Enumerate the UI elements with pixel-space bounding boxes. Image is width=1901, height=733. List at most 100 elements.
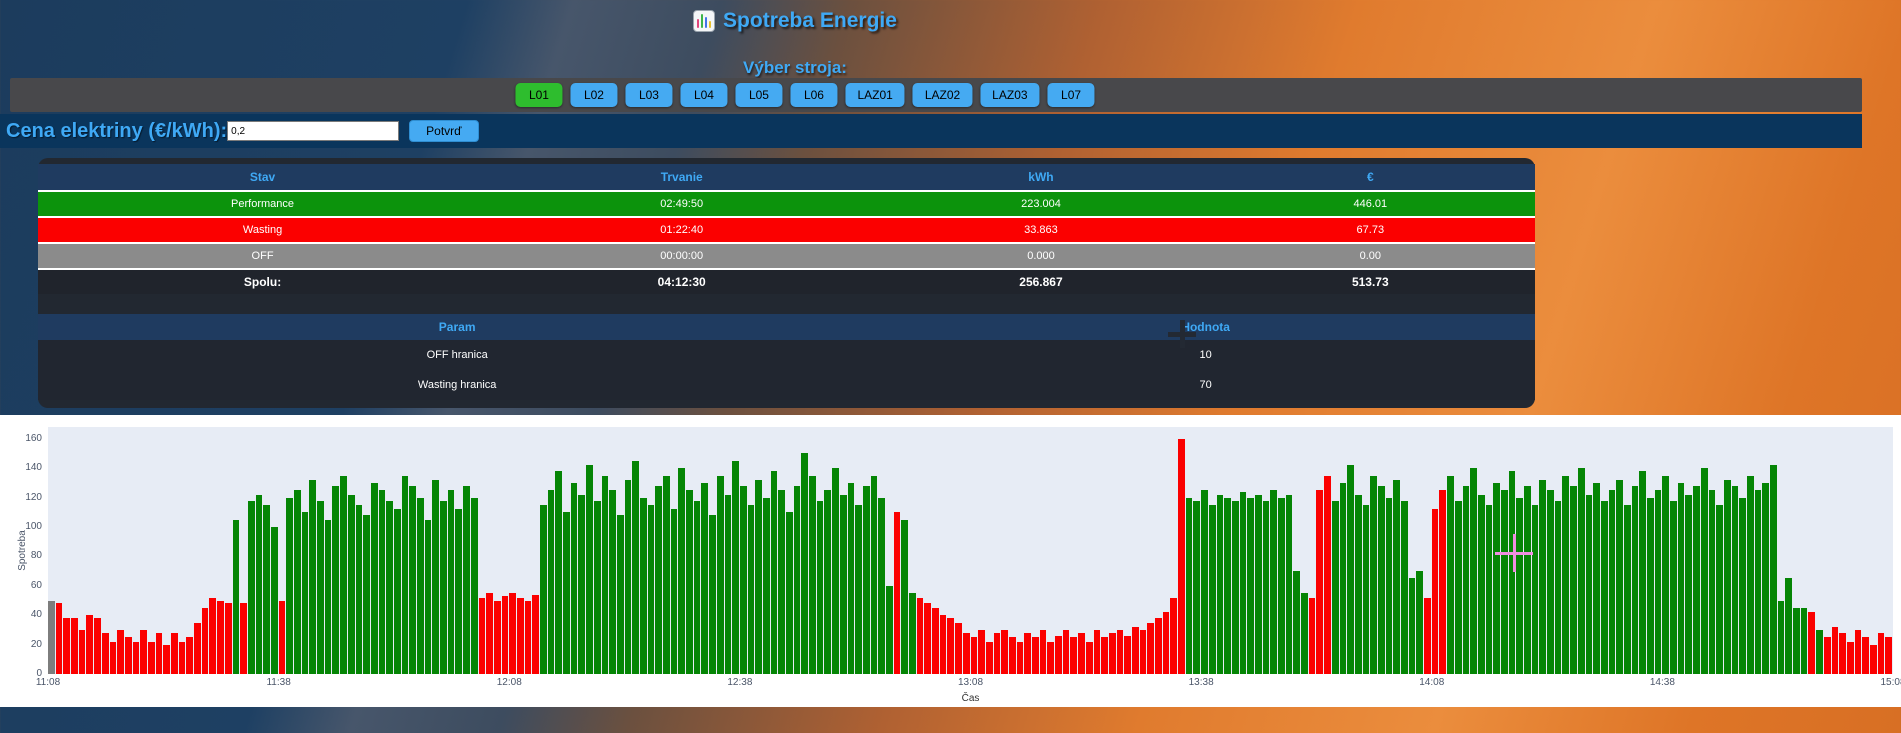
confirm-button[interactable]: Potvrď [409,120,479,142]
status-row-total: Spolu: 04:12:30 256.867 513.73 [38,268,1535,294]
chart-bar [1408,578,1416,674]
chart-bar [762,497,770,674]
table-cell: 00:00:00 [660,250,704,262]
table-cell: 0.000 [1027,250,1055,262]
chart-bar [117,629,124,674]
machine-button-l06[interactable]: L06 [790,83,838,107]
status-row-performance: Performance 02:49:50 223.004 446.01 [38,190,1535,216]
machine-button-l04[interactable]: L04 [680,83,728,107]
machine-button-l07[interactable]: L07 [1047,83,1095,107]
table-cell: 513.73 [1351,275,1389,289]
chart-bar [962,632,970,674]
icon-bar-pink [697,19,700,28]
chart-bar [1278,497,1285,674]
chart-bar [1793,607,1800,674]
chart-bar [1347,465,1354,674]
x-tick-label: 13:38 [1188,677,1214,688]
chart-bar [1139,629,1147,674]
chart-bar [486,593,493,674]
chart-bar [1385,497,1393,674]
chart-bar [839,494,847,674]
chart-bar [547,490,555,674]
y-tick-label: 0 [36,668,42,679]
chart-bar [1700,468,1708,674]
chart-bar [1024,632,1031,674]
chart-bar [1193,500,1201,674]
chart-bar [124,637,132,674]
chart-bar [1270,490,1277,674]
chart-bar [1516,497,1523,674]
chart-bar [1647,497,1654,674]
table-cell: OFF [251,250,274,262]
chart-bar [470,497,478,674]
machine-button-l02[interactable]: L02 [570,83,618,107]
chart-bar [209,597,217,674]
machine-button-laz03[interactable]: LAZ03 [980,83,1040,107]
chart-bar [1493,482,1500,674]
chart-bar [194,622,201,674]
chart-bar [655,485,662,674]
machine-button-l03[interactable]: L03 [625,83,673,107]
chart-bar [340,475,347,674]
chart-bar [540,504,547,674]
table-cell: 256.867 [1019,275,1063,289]
machine-button-laz02[interactable]: LAZ02 [912,83,973,107]
y-tick-label: 60 [30,579,42,591]
page-header: Spotreba Energie [0,8,1590,34]
y-tick-label: 40 [30,609,42,621]
table-cell: Param [438,320,476,334]
chart-bar [432,479,440,674]
chart-bar [1393,479,1400,674]
chart-bar [947,618,955,674]
bar-chart-icon [693,10,716,32]
chart-bar [263,504,270,674]
chart-bar [770,471,778,674]
chart-bar [701,482,709,674]
chart-bar [1639,471,1646,674]
chart-bar [1754,490,1762,674]
x-tick-label: 15:08 [1880,677,1901,688]
param-table-header: Param Hodnota [38,314,1535,340]
chart-bar [155,632,163,674]
chart-bar [278,600,286,674]
chart-bar [1762,482,1769,674]
chart-bar [1131,626,1139,674]
chart-bar [647,504,655,674]
chart-bar [909,593,916,674]
chart-bar [132,641,140,674]
machine-button-l01[interactable]: L01 [515,83,563,107]
chart-bar [1201,490,1208,674]
status-row-wasting: Wasting 01:22:40 33.863 67.73 [38,216,1535,242]
chart-bar [862,485,870,674]
y-tick-label: 160 [25,432,42,444]
table-cell: OFF hranica [426,349,488,361]
machine-button-l05[interactable]: L05 [735,83,783,107]
chart-bar [524,600,532,674]
chart-bar [1254,494,1262,674]
chart-bar [55,603,63,674]
chart-bar [1170,597,1178,674]
chart-bar [924,603,932,674]
icon-bar-green [701,14,704,28]
chart-bar [1424,597,1431,674]
machine-button-laz01[interactable]: LAZ01 [845,83,905,107]
chart-bar [1239,491,1247,674]
chart-bar [1324,475,1331,674]
chart-bar [301,512,309,674]
chart-bar [1216,494,1224,674]
chart-bar [1470,468,1477,674]
price-input[interactable] [227,121,400,141]
chart-bar [870,475,878,674]
chart-bar [217,600,224,674]
table-cell: Wasting hranica [417,379,497,391]
chart-bar [1008,637,1016,674]
chart-bar [455,509,463,674]
table-cell: Wasting [242,224,283,236]
table-cell: 04:12:30 [657,275,706,289]
chart-bar [1547,490,1554,674]
chart-bar [370,482,378,674]
chart-bar [1485,504,1493,674]
chart-bar [171,632,178,674]
chart-bar [1677,482,1685,674]
chart-bar [816,500,824,674]
